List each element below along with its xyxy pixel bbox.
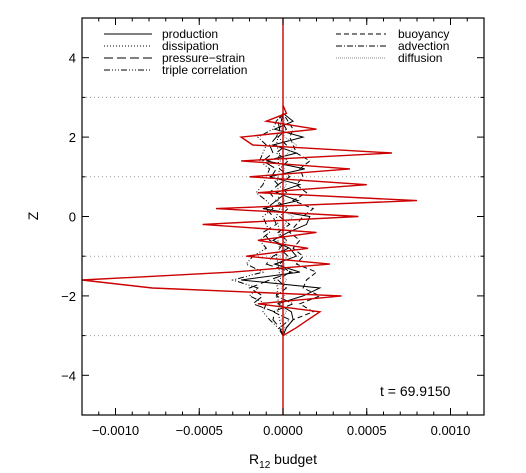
x-tick-label: −0.0005	[176, 423, 223, 438]
legend-label: advection	[398, 39, 449, 53]
y-tick-label: 4	[69, 51, 76, 66]
x-tick-label: −0.0010	[92, 423, 139, 438]
series-line-production	[241, 105, 322, 336]
y-axis-ticks: −4 −2 0 2 4	[61, 17, 484, 416]
series-line-buoyancy	[282, 105, 322, 336]
series-line-diffusion	[278, 105, 298, 336]
legend-label: dissipation	[162, 39, 219, 53]
legend-label: production	[162, 27, 218, 41]
x-axis-label-rest: budget	[270, 451, 317, 467]
series-line-triple-correlation	[231, 105, 284, 336]
y-tick-label: −2	[61, 289, 76, 304]
legend: productiondissipationpressure−straintrip…	[104, 27, 449, 77]
y-tick-label: 0	[69, 210, 76, 225]
legend-label: buoyancy	[398, 27, 449, 41]
time-annotation: t = 69.9150	[380, 383, 451, 399]
x-axis-label-main: R	[249, 451, 259, 467]
y-tick-label: 2	[69, 130, 76, 145]
x-axis-ticks: −0.0010 −0.0005 0.0000 0.0005 0.0010	[92, 18, 471, 438]
series-line-red-total	[81, 105, 418, 337]
series-line-advection	[271, 105, 295, 336]
x-axis-label-subscript: 12	[259, 460, 271, 471]
legend-label: triple correlation	[162, 63, 247, 77]
y-tick-label: −4	[61, 368, 76, 383]
y-axis-label: Z	[25, 211, 41, 220]
legend-label: pressure−strain	[162, 51, 245, 65]
x-axis-label: R12 budget	[249, 451, 317, 471]
x-tick-label: 0.0010	[431, 423, 471, 438]
x-tick-label: 0.0000	[263, 423, 303, 438]
x-tick-label: 0.0005	[347, 423, 387, 438]
series-layer	[81, 105, 418, 337]
legend-label: diffusion	[398, 51, 442, 65]
